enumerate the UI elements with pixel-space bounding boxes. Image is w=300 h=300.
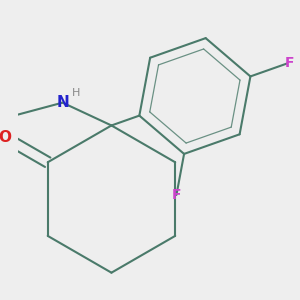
Text: N: N bbox=[56, 95, 69, 110]
Text: F: F bbox=[285, 56, 295, 70]
Text: F: F bbox=[172, 188, 181, 202]
Text: H: H bbox=[72, 88, 80, 98]
Text: O: O bbox=[0, 130, 12, 145]
